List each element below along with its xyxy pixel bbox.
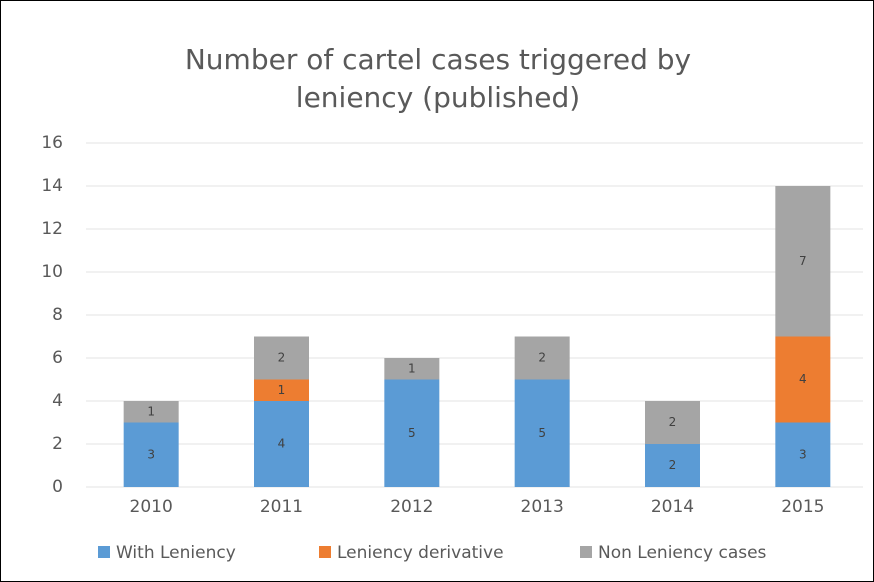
- y-tick-label: 8: [52, 305, 63, 325]
- x-tick-label: 2013: [521, 497, 564, 517]
- data-label: 1: [278, 383, 286, 397]
- data-label: 2: [278, 351, 286, 365]
- y-tick-label: 14: [41, 176, 63, 196]
- data-label: 2: [669, 415, 677, 429]
- legend-label: With Leniency: [116, 543, 236, 563]
- data-label: 3: [799, 447, 807, 461]
- bar-segment: [514, 336, 570, 380]
- y-tick-label: 16: [41, 133, 63, 153]
- bar-segment: [254, 379, 309, 401]
- data-label: 2: [669, 458, 677, 472]
- y-tick-label: 12: [41, 219, 63, 239]
- y-tick-label: 2: [52, 434, 63, 454]
- bar-segment: [645, 444, 700, 487]
- legend-label: Leniency derivative: [337, 543, 504, 563]
- y-tick-label: 0: [52, 477, 63, 497]
- y-tick-label: 6: [52, 348, 63, 368]
- bar-segment: [775, 422, 831, 487]
- y-tick-label: 10: [41, 262, 63, 282]
- data-label: 5: [408, 426, 416, 440]
- data-label: 2: [538, 351, 546, 365]
- bar-segment: [645, 401, 700, 444]
- x-tick-label: 2010: [130, 497, 173, 517]
- bar-segment: [775, 336, 831, 423]
- x-tick-label: 2012: [390, 497, 433, 517]
- legend-swatch: [580, 546, 592, 558]
- bar-segment: [514, 379, 570, 487]
- y-tick-label: 4: [52, 391, 63, 411]
- data-label: 1: [408, 361, 416, 375]
- data-label: 4: [799, 372, 807, 386]
- bar-segment: [123, 401, 179, 423]
- bar-segment: [123, 422, 179, 487]
- legend-swatch: [319, 546, 331, 558]
- data-label: 5: [538, 426, 546, 440]
- x-tick-label: 2015: [781, 497, 824, 517]
- legend-swatch: [98, 546, 110, 558]
- bar-segment: [775, 186, 831, 337]
- bar-segment: [254, 401, 309, 487]
- chart-title: Number of cartel cases triggered by leni…: [184, 43, 692, 114]
- legend-label: Non Leniency cases: [598, 543, 767, 563]
- x-tick-label: 2014: [651, 497, 694, 517]
- data-label: 1: [147, 404, 155, 418]
- bar-segment: [254, 336, 309, 380]
- data-label: 4: [278, 437, 286, 451]
- x-tick-label: 2011: [260, 497, 303, 517]
- bar-segment: [384, 358, 440, 380]
- data-label: 3: [147, 447, 155, 461]
- data-label: 7: [799, 254, 807, 268]
- bar-segment: [384, 379, 440, 487]
